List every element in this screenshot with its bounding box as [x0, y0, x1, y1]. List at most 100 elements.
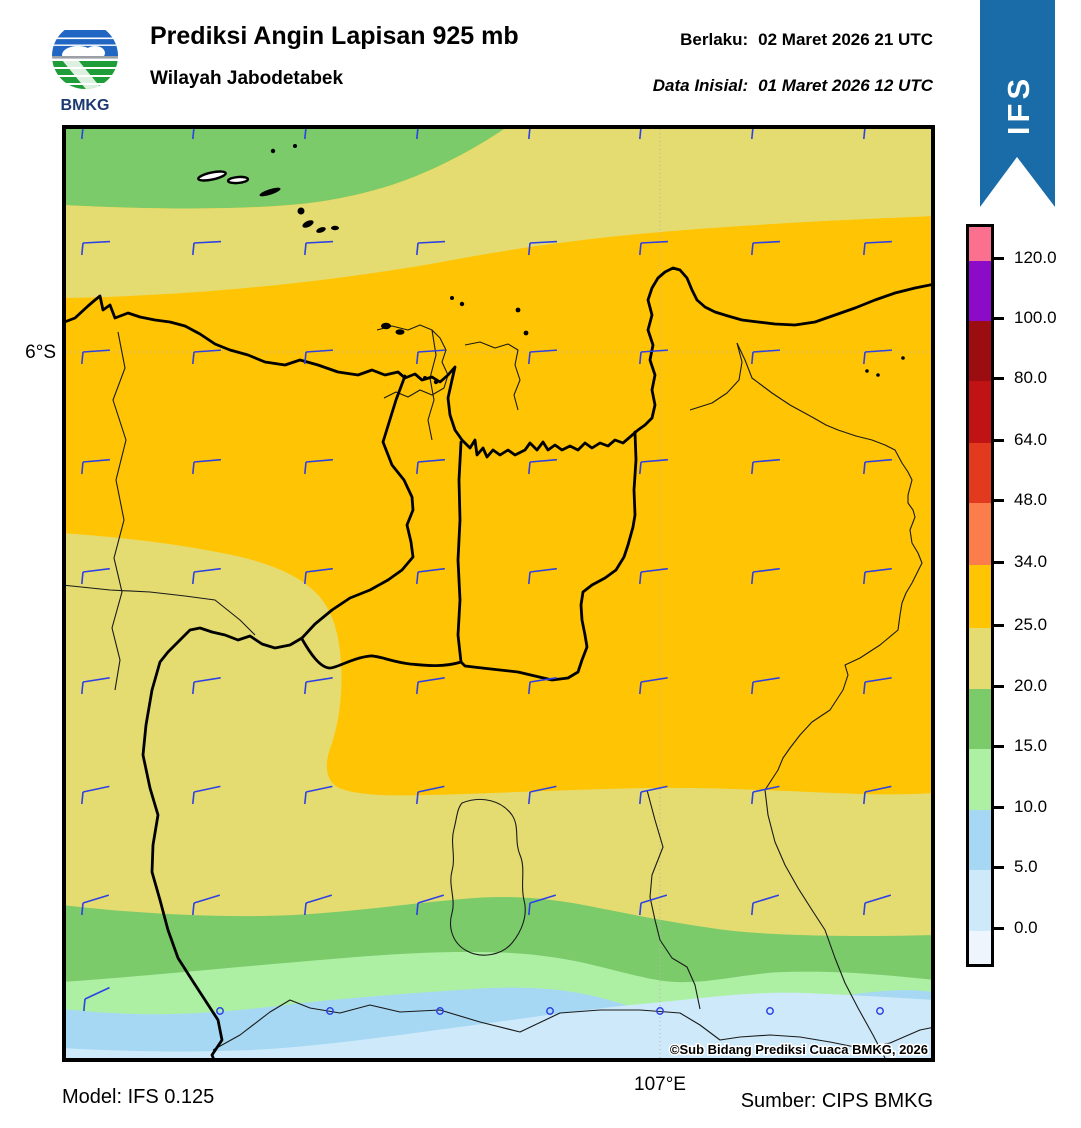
wind-barb	[639, 676, 668, 695]
wind-barb	[751, 676, 780, 695]
legend-tickmark	[991, 316, 1004, 320]
valid-label: Berlaku:	[680, 30, 749, 49]
wind-barb	[304, 567, 333, 585]
legend-segment-paleblue	[969, 870, 991, 931]
wind-barb	[416, 458, 445, 475]
wind-barb	[528, 458, 557, 475]
legend-tick-label: 20.0	[1014, 676, 1048, 695]
legend-segment-darkred	[969, 321, 991, 381]
bmkg-logo: BMKG	[52, 23, 118, 114]
wind-barb	[81, 240, 111, 256]
band-0-5	[62, 992, 935, 1062]
coastline	[60, 266, 937, 459]
wind-barb	[192, 458, 221, 475]
logo-art	[52, 30, 118, 89]
source-label: Sumber: CIPS BMKG	[740, 1090, 933, 1112]
calm-wind-circle	[436, 1007, 444, 1015]
map-border	[62, 125, 935, 1062]
legend-tickmark	[991, 498, 1004, 502]
legend-tickmark	[991, 744, 1004, 748]
wind-barb	[639, 458, 668, 475]
calm-wind-circle	[876, 1007, 884, 1015]
wind-barb	[751, 458, 780, 475]
wind-barb	[751, 567, 780, 585]
legend-tickmark	[991, 805, 1004, 809]
wind-barb	[81, 676, 110, 695]
wind-barb-layer	[81, 124, 893, 1015]
wind-barb	[416, 240, 446, 256]
wind-barb	[751, 240, 781, 256]
wind-barb	[751, 894, 780, 916]
wind-barb	[863, 567, 892, 585]
legend-tick-label: 80.0	[1014, 368, 1048, 387]
legend-tick-label: 64.0	[1014, 430, 1048, 449]
legend-segment-lightblue	[969, 810, 991, 870]
map-canvas: ©Sub Bidang Prediksi Cuaca BMKG, 2026	[60, 124, 937, 1064]
init-time: Data Inisial: 01 Maret 2026 12 UTC	[653, 76, 933, 96]
wind-barb	[528, 240, 558, 256]
legend-tick-label: 5.0	[1014, 857, 1038, 876]
latitude-label: 6°S	[25, 342, 56, 363]
map-svg: ©Sub Bidang Prediksi Cuaca BMKG, 2026	[60, 124, 937, 1064]
wind-barb	[192, 894, 221, 916]
legend-tick-label: 15.0	[1014, 736, 1048, 755]
wind-barb	[416, 567, 445, 585]
calm-wind-circle	[766, 1007, 774, 1015]
graticule	[62, 125, 935, 1062]
legend-segment-green	[969, 689, 991, 749]
wind-barb	[528, 567, 557, 585]
legend-segment-redorange	[969, 443, 991, 503]
legend-segment-amber	[969, 565, 991, 628]
init-label: Data Inisial:	[652, 76, 749, 95]
wind-barb	[863, 894, 892, 916]
wind-barb	[81, 567, 110, 585]
legend-tickmark	[991, 926, 1004, 930]
wind-barb	[751, 785, 780, 805]
legend-tickmark	[991, 376, 1004, 380]
legend-tick-label: 10.0	[1014, 797, 1048, 816]
wind-barb	[81, 458, 110, 475]
admin-boundaries-thin	[61, 324, 936, 1059]
legend-tick-label: 48.0	[1014, 490, 1048, 509]
wind-barb	[192, 567, 221, 585]
valid-value: 02 Maret 2026 21 UTC	[758, 30, 933, 49]
map-copyright: ©Sub Bidang Prediksi Cuaca BMKG, 2026	[670, 1042, 928, 1057]
wind-barb	[304, 894, 333, 916]
calm-wind-circle	[326, 1007, 334, 1015]
wind-speed-bands	[62, 125, 935, 1062]
ribbon-label: IFS	[1001, 75, 1036, 135]
wind-barb	[639, 894, 668, 916]
calm-wind-circle	[656, 1007, 664, 1015]
longitude-label: 107°E	[634, 1074, 686, 1095]
wind-barb	[639, 567, 668, 585]
legend-segment-pink	[969, 227, 991, 261]
legend-bar	[966, 224, 994, 967]
legend-tick-label: 100.0	[1014, 308, 1057, 327]
model-label: Model: IFS 0.125	[62, 1086, 215, 1108]
wind-barb	[192, 785, 221, 805]
legend-segment-white	[969, 931, 991, 964]
jabodetabek-boundary	[141, 374, 638, 1064]
legend-segment-red	[969, 381, 991, 443]
wind-barb	[192, 240, 222, 256]
band-20-25-top	[62, 125, 935, 298]
band-15-20-top	[62, 125, 510, 209]
calm-wind-circle	[216, 1007, 224, 1015]
wind-barb	[304, 240, 334, 256]
legend-segment-khaki	[969, 628, 991, 689]
islands	[197, 144, 905, 385]
wind-barb	[304, 785, 333, 805]
legend-segment-salmon	[969, 503, 991, 565]
logo-label: BMKG	[61, 97, 110, 114]
legend-tickmark	[991, 256, 1004, 260]
wind-barb	[863, 240, 893, 256]
wind-barb	[416, 349, 445, 365]
wind-barb	[863, 349, 892, 365]
wind-barb	[528, 676, 557, 695]
legend-tickmark	[991, 684, 1004, 688]
legend-segment-purple	[969, 261, 991, 321]
ribbon-shape	[980, 0, 1055, 207]
legend-tickmark	[991, 438, 1004, 442]
wind-barb	[639, 349, 668, 365]
